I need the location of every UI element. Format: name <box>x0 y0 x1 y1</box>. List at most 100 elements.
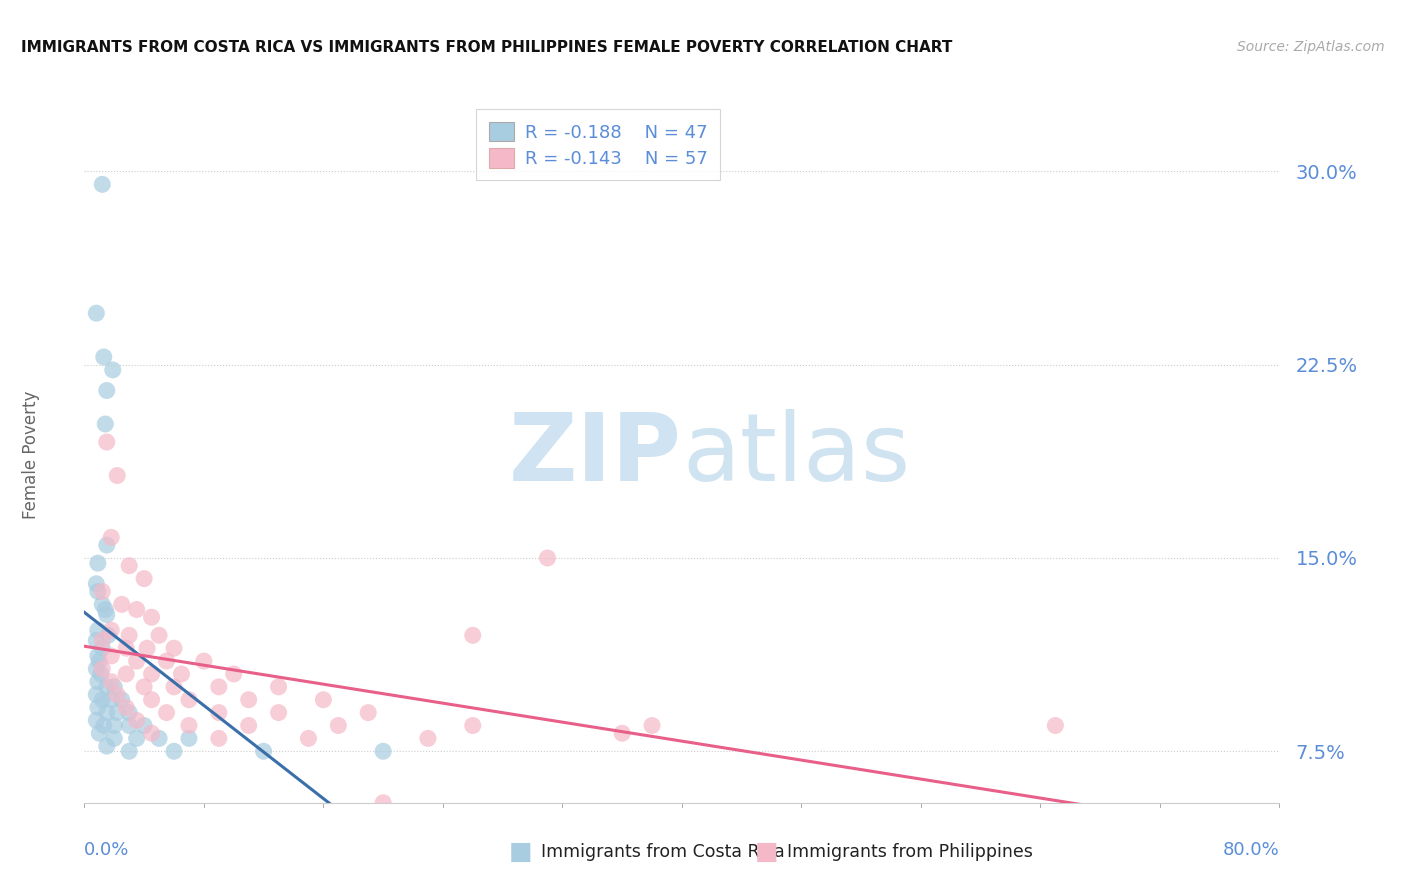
Text: atlas: atlas <box>682 409 910 501</box>
Point <box>125 602 148 616</box>
Point <box>86 688 108 702</box>
Point <box>115 641 138 656</box>
Point <box>141 726 163 740</box>
Point <box>141 692 163 706</box>
Point <box>96 706 118 720</box>
Point <box>208 706 231 720</box>
Point <box>91 633 114 648</box>
Point <box>89 726 111 740</box>
Point <box>100 530 122 544</box>
Point <box>141 667 163 681</box>
Point <box>91 598 114 612</box>
Point <box>253 744 276 758</box>
Point <box>91 178 114 192</box>
Point <box>118 628 141 642</box>
Text: 80.0%: 80.0% <box>1223 841 1279 860</box>
Point <box>86 576 108 591</box>
Point <box>90 667 112 681</box>
Point <box>100 648 122 663</box>
Point <box>93 350 115 364</box>
Point <box>86 633 108 648</box>
Point <box>297 731 319 746</box>
Point <box>96 538 118 552</box>
Point <box>96 435 118 450</box>
Point <box>91 662 114 676</box>
Point <box>91 641 114 656</box>
Point <box>373 796 395 810</box>
Point <box>115 700 138 714</box>
Point <box>86 306 108 320</box>
Point <box>132 718 156 732</box>
Point <box>536 551 558 566</box>
Point <box>170 667 193 681</box>
Point <box>105 688 128 702</box>
Point <box>87 700 110 714</box>
Point <box>94 417 117 431</box>
Point <box>177 718 200 732</box>
Point <box>596 822 619 836</box>
Point <box>155 706 177 720</box>
Point <box>100 692 122 706</box>
Point <box>238 692 260 706</box>
Point <box>155 654 177 668</box>
Point <box>357 706 380 720</box>
Point <box>612 726 634 740</box>
Point <box>94 602 117 616</box>
Point <box>93 718 115 732</box>
Point <box>105 706 128 720</box>
Text: IMMIGRANTS FROM COSTA RICA VS IMMIGRANTS FROM PHILIPPINES FEMALE POVERTY CORRELA: IMMIGRANTS FROM COSTA RICA VS IMMIGRANTS… <box>21 40 952 55</box>
Point <box>136 641 159 656</box>
Point <box>312 692 335 706</box>
Point <box>96 607 118 622</box>
Point <box>267 706 290 720</box>
Point <box>222 667 245 681</box>
Point <box>118 718 141 732</box>
Point <box>91 692 114 706</box>
Point <box>96 680 118 694</box>
Text: Source: ZipAtlas.com: Source: ZipAtlas.com <box>1237 40 1385 54</box>
Point <box>193 654 215 668</box>
Point <box>328 718 350 732</box>
Point <box>100 623 122 637</box>
Point <box>87 584 110 599</box>
Point <box>373 744 395 758</box>
Point <box>103 718 125 732</box>
Text: ■: ■ <box>755 840 778 863</box>
Point <box>461 628 484 642</box>
Point <box>97 628 120 642</box>
Point <box>111 692 134 706</box>
Point <box>208 731 231 746</box>
Point <box>96 739 118 753</box>
Point <box>125 731 148 746</box>
Point <box>125 654 148 668</box>
Point <box>641 718 664 732</box>
Text: ZIP: ZIP <box>509 409 682 501</box>
Point <box>100 674 122 689</box>
Point <box>87 674 110 689</box>
Point <box>111 598 134 612</box>
Text: 0.0%: 0.0% <box>84 841 129 860</box>
Point <box>148 731 170 746</box>
Point <box>132 680 156 694</box>
Point <box>87 623 110 637</box>
Text: ■: ■ <box>509 840 531 863</box>
Text: Immigrants from Costa Rica: Immigrants from Costa Rica <box>541 843 785 861</box>
Point <box>91 584 114 599</box>
Point <box>1045 718 1067 732</box>
Point <box>163 680 186 694</box>
Point <box>86 714 108 728</box>
Point <box>416 731 439 746</box>
Point <box>238 718 260 732</box>
Point <box>103 731 125 746</box>
Point <box>89 654 111 668</box>
Point <box>118 706 141 720</box>
Point <box>87 556 110 570</box>
Point <box>125 714 148 728</box>
Point <box>163 641 186 656</box>
Point <box>101 363 124 377</box>
Point <box>87 648 110 663</box>
Point <box>132 572 156 586</box>
Point <box>267 680 290 694</box>
Point <box>177 731 200 746</box>
Point <box>115 667 138 681</box>
